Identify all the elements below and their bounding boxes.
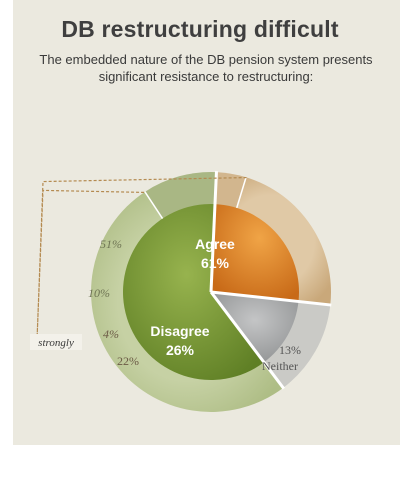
subtitle-line-1: The embedded nature of the DB pension sy… (39, 52, 373, 67)
inner-disagree-slice (211, 204, 300, 302)
sub-separator-1 (236, 177, 247, 209)
sub-separator-0 (144, 191, 164, 219)
agree-outer-label: 51% (100, 237, 122, 251)
neither-label: Neither (262, 359, 298, 373)
inner-neither-slice (211, 292, 299, 363)
inner-pie (123, 203, 300, 380)
strongly-label-bg (30, 334, 82, 350)
slice-separators (144, 171, 332, 390)
inner-agree-slice (123, 203, 264, 380)
chart-subtitle: The embedded nature of the DB pension sy… (22, 51, 390, 85)
slice-labels: Agree 61% Disagree 26% 51% 10% 4% 22% 13% Neither… (30, 236, 301, 373)
separator-0 (209, 291, 286, 390)
agree-strong-label: 10% (88, 286, 110, 300)
separator-2 (210, 290, 332, 307)
agree-value: 61% (201, 255, 230, 271)
disagree-strong-label: 4% (103, 327, 119, 341)
separator-1 (209, 171, 218, 293)
disagree-value: 26% (166, 342, 195, 358)
neither-value-label: 13% (279, 343, 301, 357)
subtitle-line-2: significant resistance to restructuring: (98, 69, 314, 84)
disagree-outer-label: 22% (117, 354, 139, 368)
disagree-label: Disagree (150, 323, 209, 339)
chart-title: DB restructuring difficult (61, 16, 339, 42)
agree-label: Agree (195, 236, 235, 252)
strongly-label: strongly (38, 337, 74, 349)
